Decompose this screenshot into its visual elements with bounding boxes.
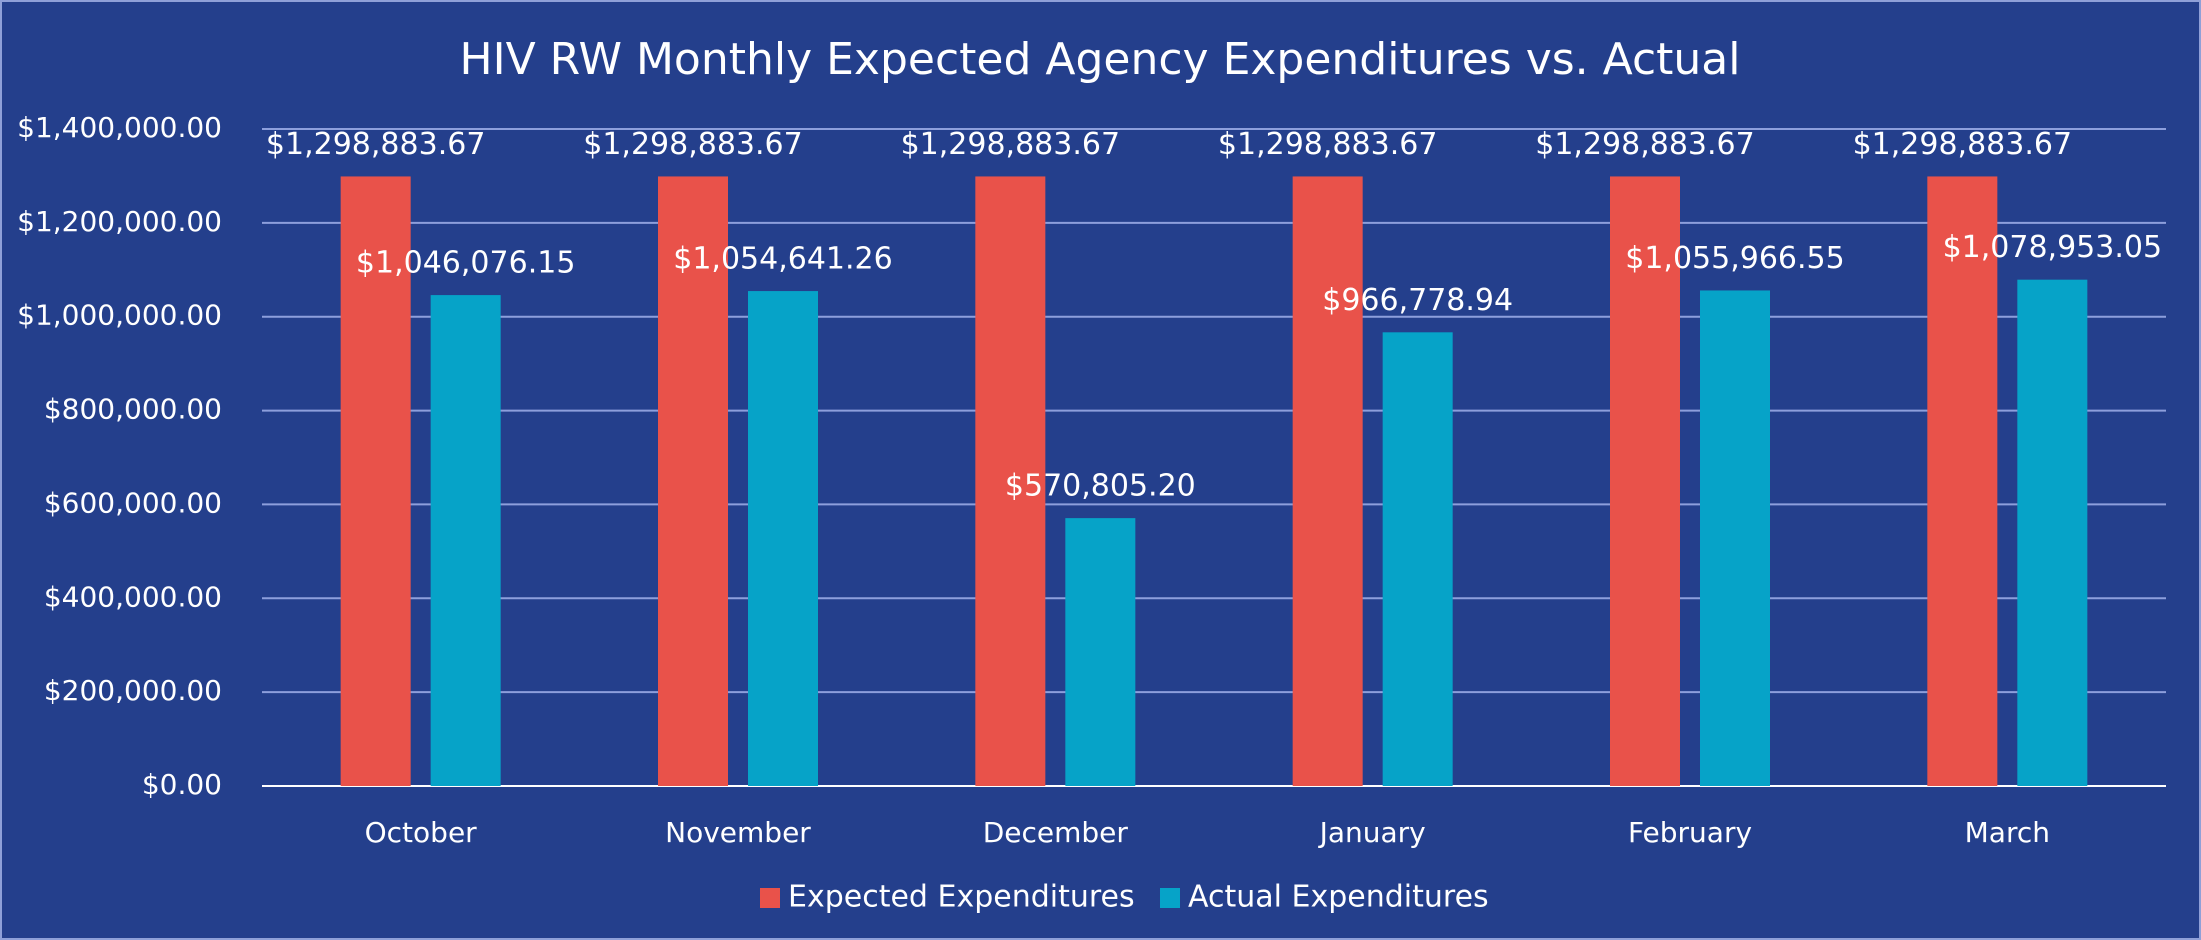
bar [658,176,728,786]
bar [430,295,501,786]
bar [1700,290,1770,786]
data-label: $1,298,883.67 [1218,127,1437,162]
y-tick-label: $1,000,000.00 [17,299,222,332]
legend-label: Expected Expenditures [788,880,1135,915]
legend-swatch [1160,888,1180,908]
y-tick-label: $0.00 [142,768,222,801]
data-label: $1,298,883.67 [1535,127,1754,162]
x-tick-label: March [1965,816,2050,849]
data-label: $1,298,883.67 [583,127,802,162]
y-tick-label: $1,400,000.00 [17,111,222,144]
x-tick-label: January [1318,816,1426,849]
x-tick-label: November [665,816,811,849]
bar [1382,332,1453,786]
y-tick-label: $600,000.00 [44,486,222,519]
x-tick-label: February [1628,816,1752,849]
data-label: $1,054,641.26 [673,242,892,277]
chart-title: HIV RW Monthly Expected Agency Expenditu… [460,34,1741,85]
data-label: $1,298,883.67 [1853,127,2072,162]
y-tick-label: $200,000.00 [44,674,222,707]
data-label: $1,055,966.55 [1625,241,1844,276]
legend-swatch [760,888,780,908]
y-tick-label: $800,000.00 [44,393,222,426]
legend-label: Actual Expenditures [1188,880,1489,915]
data-label: $966,778.94 [1322,283,1513,318]
bar [2017,279,2088,786]
bar [748,291,818,786]
data-label: $1,298,883.67 [901,127,1120,162]
bar [1610,176,1680,786]
bar [1065,518,1136,786]
data-label: $1,298,883.67 [266,127,485,162]
bar [340,176,411,786]
y-tick-label: $400,000.00 [44,580,222,613]
bar [975,176,1046,786]
y-tick-label: $1,200,000.00 [17,205,222,238]
bar [1292,176,1363,786]
data-label: $1,046,076.15 [356,246,575,281]
x-tick-label: December [983,816,1129,849]
data-label: $1,078,953.05 [1943,230,2162,265]
data-label: $570,805.20 [1005,469,1196,504]
x-tick-label: October [365,816,478,849]
bar [1927,176,1998,786]
